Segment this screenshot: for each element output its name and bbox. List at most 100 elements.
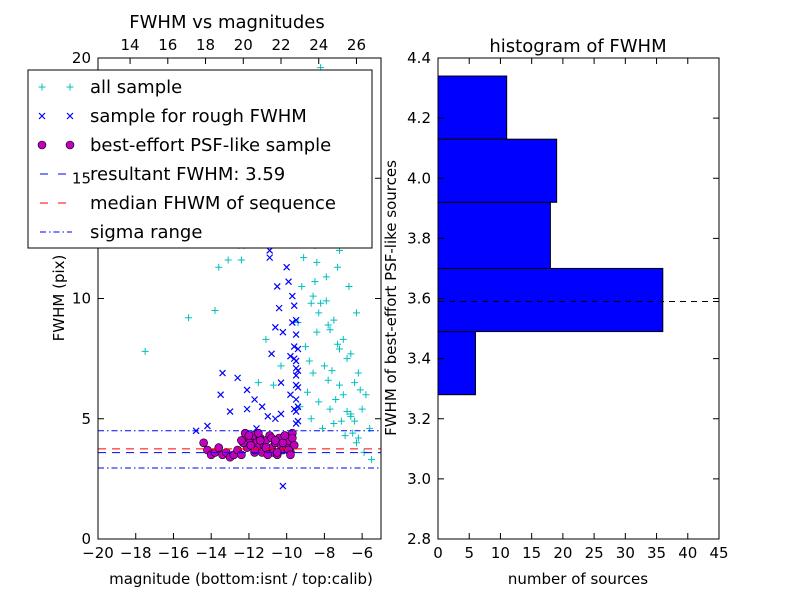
all-sample-point [317,299,325,307]
all-sample-point [352,439,360,447]
right-ytick-label: 3.2 [407,410,431,428]
rough-sample-point [258,403,266,411]
psf-sample-point [286,450,295,460]
all-sample-point [368,456,376,464]
legend-marker [38,112,46,120]
all-sample-point [313,328,321,336]
all-sample-point [269,381,277,389]
all-sample-point [354,434,362,442]
psf-sample-point [244,431,254,440]
rough-sample-point [287,391,294,399]
legend-marker [65,140,75,150]
left-ytick-label: 0 [81,530,91,548]
left-ytick-label: 15 [72,169,91,187]
all-sample-point [277,362,285,370]
legend-label: best-effort PSF-like sample [90,135,331,156]
psf-sample-point [278,438,288,448]
left-xlabel: magnitude (bottom:isnt / top:calib) [109,570,373,588]
right-ytick-label: 4.0 [407,169,431,187]
all-sample-point [334,263,342,271]
all-sample-point [328,367,336,375]
psf-sample-point [246,440,256,450]
rough-sample-point [243,386,251,394]
left-top-tick-label: 14 [121,36,140,54]
all-sample-point [313,258,321,266]
right-xtick-label: 5 [464,544,474,562]
left-xtick-label: −12 [233,544,265,562]
psf-sample-point [237,436,246,445]
rough-sample-point [294,367,302,375]
right-xtick-label: 35 [647,544,666,562]
all-sample-point [352,309,360,317]
right-ytick-label: 4.2 [407,109,431,127]
rough-sample-point [234,374,242,382]
histogram-bar [437,138,558,203]
all-sample-point [211,307,219,315]
all-sample-point [332,396,340,404]
right-ylabel: FWHM of best-effort PSF-like sources [382,160,400,436]
all-sample-point [307,299,315,307]
rough-sample-point [275,304,283,312]
all-sample-point [339,335,347,343]
left-ytick-label: 5 [81,410,91,428]
histogram-bar [437,267,664,333]
psf-sample-point [261,443,271,452]
all-sample-point [326,405,334,413]
all-sample-point [335,345,343,353]
rough-sample-point [283,263,291,271]
all-sample-point [254,379,262,387]
legend-label: all sample [90,77,182,98]
all-sample-point [322,297,330,305]
legend-label: sigma range [90,222,202,243]
rough-sample-point [294,345,302,353]
all-sample-point [351,417,359,425]
psf-sample-point [271,436,280,445]
rough-sample-point [290,343,298,351]
rough-sample-point [294,417,302,425]
rough-sample-point [285,278,292,286]
all-sample-point [358,405,366,413]
rough-sample-point [287,352,294,360]
rough-sample-point [290,302,298,310]
rough-sample-point [294,403,302,411]
psf-sample-point [280,431,290,440]
psf-sample-point [255,436,265,445]
legend [27,69,373,249]
left-xtick-label: −16 [158,544,190,562]
right-ytick-label: 3.8 [407,229,431,247]
right-ytick-label: 2.8 [407,530,431,548]
histogram-bar [437,201,551,269]
right-xtick-label: 10 [491,544,510,562]
all-sample-point [347,350,355,358]
rough-sample-point [279,328,287,336]
legend-marker [38,83,46,91]
legend-label: resultant FWHM: 3.59 [90,164,285,185]
right-xtick-label: 30 [616,544,635,562]
all-sample-point [319,424,327,432]
left-top-tick-label: 20 [234,36,253,54]
right-title: histogram of FWHM [489,36,666,57]
all-sample-point [347,410,355,418]
rough-sample-point [288,319,296,326]
right-xtick-label: 40 [678,544,697,562]
left-xtick-label: −6 [351,544,373,562]
legend-frame [27,69,373,249]
all-sample-point [311,278,319,286]
rough-sample-point [292,408,300,415]
rough-sample-point [271,415,279,423]
legend-marker [37,140,47,150]
left-top-tick-label: 22 [271,36,290,54]
rough-sample-point [279,482,287,490]
rough-sample-point [277,379,285,387]
legend-label: sample for rough FWHM [90,106,307,127]
rough-sample-point [219,369,226,377]
left-ytick-label: 20 [72,49,91,67]
rough-sample-point [292,396,300,403]
all-sample-point [341,432,349,440]
all-sample-point [185,314,193,322]
left-plot [27,57,382,540]
all-sample-point [141,347,149,355]
left-ylabel: FWHM (pix) [50,255,68,342]
rough-sample-point [264,412,272,420]
all-sample-point [345,282,353,290]
